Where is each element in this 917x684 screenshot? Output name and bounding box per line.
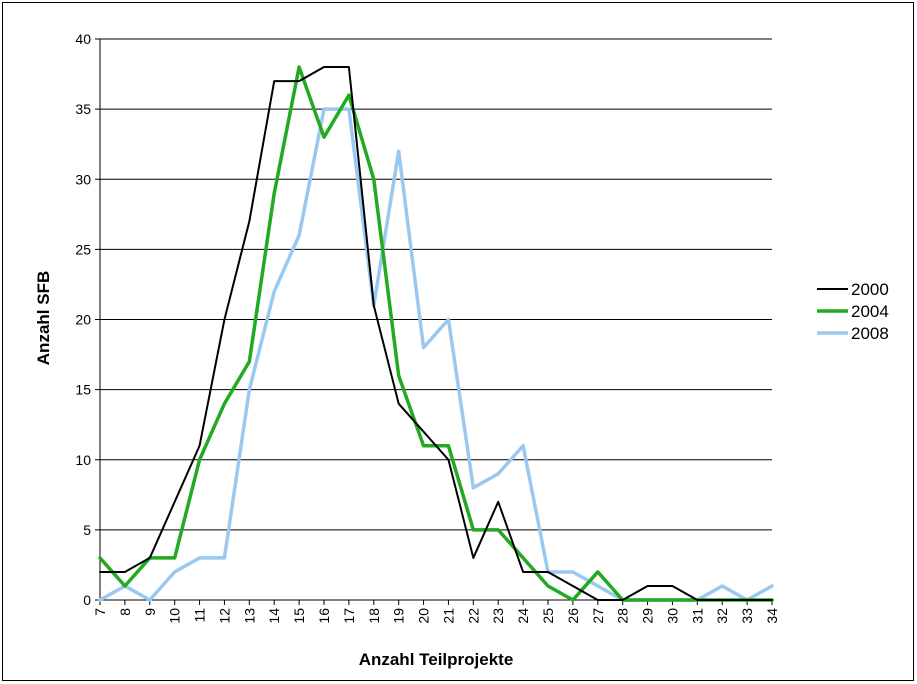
y-tick-label: 40 — [75, 31, 91, 47]
x-tick-label: 14 — [266, 608, 282, 624]
series-lines — [98, 65, 774, 602]
x-tick-label: 19 — [391, 608, 407, 624]
y-tick-label: 25 — [75, 241, 91, 257]
x-tick-label: 31 — [689, 608, 705, 624]
x-tick-label: 21 — [440, 608, 456, 624]
gridlines — [100, 38, 772, 601]
x-tick-label: 26 — [565, 608, 581, 624]
legend-label-2004: 2004 — [851, 302, 889, 321]
y-tick-label: 5 — [83, 522, 91, 538]
x-tick-label: 28 — [615, 608, 631, 624]
series-line-2008 — [98, 107, 774, 602]
y-axis-title: Anzahl SFB — [34, 271, 53, 365]
x-tick-label: 11 — [192, 608, 208, 623]
x-tick-label: 27 — [590, 608, 606, 624]
x-tick-label: 15 — [291, 608, 307, 624]
y-tick-label: 0 — [83, 592, 91, 608]
x-axis-title: Anzahl Teilprojekte — [359, 650, 514, 669]
y-tick-label: 10 — [75, 452, 91, 468]
x-tick-label: 23 — [490, 608, 506, 624]
x-tick-label: 16 — [316, 608, 332, 624]
y-tick-label: 15 — [75, 382, 91, 398]
x-tick-label: 13 — [241, 608, 257, 624]
x-tick-label: 17 — [341, 608, 357, 624]
x-tick-label: 20 — [416, 608, 432, 624]
y-tick-label: 35 — [75, 101, 91, 117]
x-tick-label: 9 — [142, 608, 158, 616]
x-tick-label: 12 — [216, 608, 232, 624]
legend-label-2000: 2000 — [851, 280, 889, 299]
x-tick-label: 32 — [714, 608, 730, 624]
x-tick-label: 24 — [515, 608, 531, 624]
x-tick-label: 25 — [540, 608, 556, 624]
x-tick-label: 18 — [366, 608, 382, 624]
x-tick-label: 29 — [640, 608, 656, 624]
x-tick-label: 30 — [664, 608, 680, 624]
x-tick-label: 33 — [739, 608, 755, 624]
legend-label-2008: 2008 — [851, 324, 889, 343]
y-axis-ticks: 0 5 10 15 20 25 30 35 40 — [75, 31, 100, 608]
x-tick-label: 22 — [465, 608, 481, 624]
x-tick-label: 34 — [764, 608, 780, 624]
y-tick-label: 20 — [75, 312, 91, 328]
series-line-2000 — [99, 66, 773, 601]
x-tick-label: 8 — [117, 608, 133, 616]
legend: 2000 2004 2008 — [817, 280, 889, 343]
x-axis-ticks: 7 8 9 10 11 12 13 14 15 16 17 18 19 20 21 22 23 24 25 26 27 2… — [92, 600, 780, 624]
x-tick-label: 7 — [92, 608, 108, 616]
x-tick-label: 10 — [167, 608, 183, 624]
y-tick-label: 30 — [75, 171, 91, 187]
